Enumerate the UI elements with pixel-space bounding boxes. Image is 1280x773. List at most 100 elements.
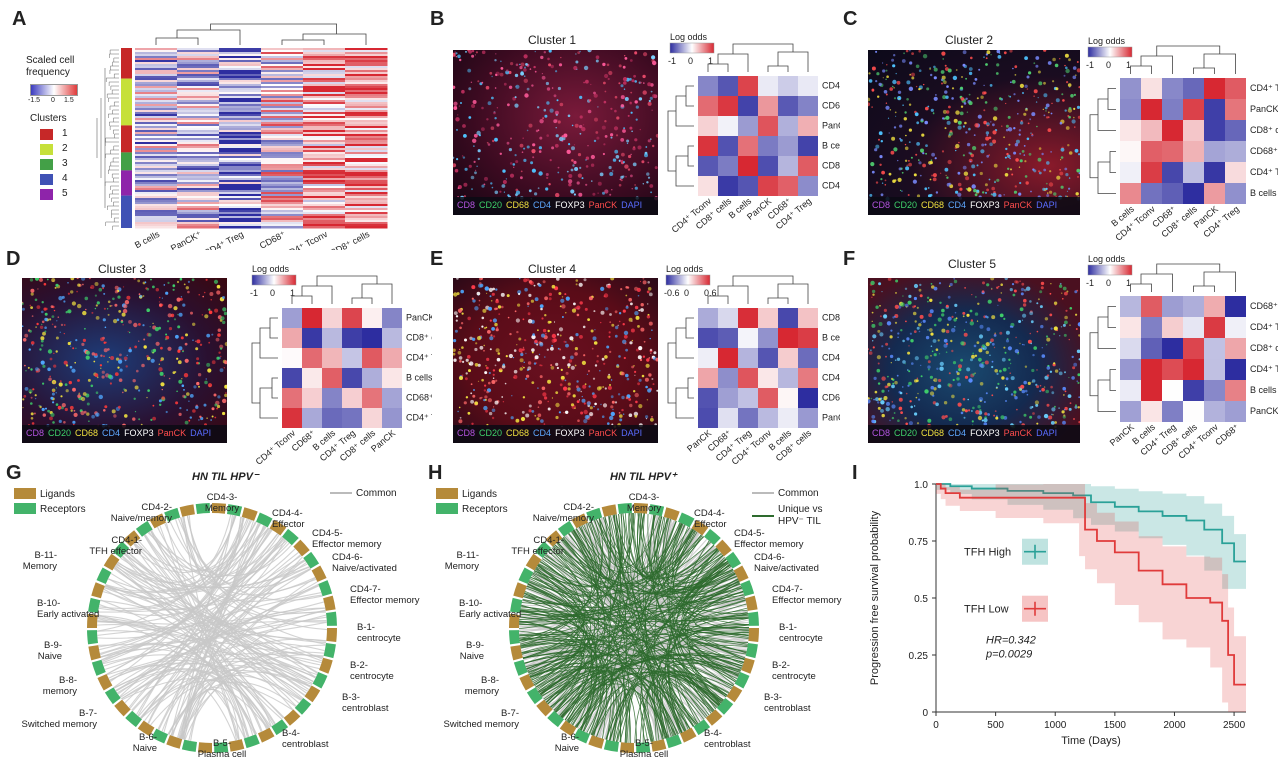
stain-label-cd8: CD8	[457, 428, 476, 438]
node-label-8-id: B-2-	[772, 660, 790, 671]
node-label-2-name: Memory	[627, 503, 662, 514]
log-odds-tick-1: 0	[684, 288, 689, 298]
tissue-texture	[453, 50, 658, 201]
ring-segment	[103, 553, 120, 571]
node-label-15-name: Naive	[460, 651, 484, 662]
ligands-swatch	[14, 488, 36, 499]
stain-label-panck: PanCK	[1003, 428, 1033, 438]
node-label-16-name: Early activated	[459, 609, 521, 620]
row-label-1: PanCK	[1250, 104, 1278, 114]
log-odds-label: Log odds	[1088, 254, 1126, 264]
ring-segment	[212, 503, 227, 514]
node-label-0-id: CD4-1-	[533, 535, 564, 546]
node-label-14-id: B-8-	[59, 675, 77, 686]
row-dendrogram	[1089, 88, 1116, 194]
stain-label-cd20: CD20	[479, 428, 503, 438]
node-label-14-id: B-8-	[481, 675, 499, 686]
ring-segment	[518, 567, 534, 584]
x-tick-label-2: 1000	[1044, 720, 1067, 731]
panel-g-circos: Ligands Receptors Common CD4-1-TFH effector…	[14, 488, 420, 760]
stain-label-panck: PanCK	[588, 428, 618, 438]
log-odds-tick-2: 1	[1126, 60, 1131, 70]
ring-segment	[509, 613, 520, 628]
row-label-0: CD68⁺	[1250, 301, 1278, 311]
ring-segment	[304, 685, 321, 703]
node-label-10-id: B-4-	[282, 728, 300, 739]
col-label-5: CD68⁺	[1213, 422, 1241, 448]
ring-segment	[197, 742, 212, 753]
ring-segment	[151, 728, 168, 744]
column-dendrogram	[707, 275, 809, 304]
node-label-16-id: B-10-	[459, 598, 482, 609]
ring-segment	[269, 519, 287, 536]
ring-segment	[619, 742, 634, 753]
node-label-3-id: CD4-4-	[272, 508, 303, 519]
row-label-1: B cells	[822, 332, 840, 342]
ring-segment	[733, 565, 749, 583]
y-axis-title: Progression free survival probability	[869, 510, 881, 685]
scaled-freq-legend-title: Scaled cell frequency	[26, 55, 75, 78]
cluster2-title: Cluster 2	[945, 33, 994, 47]
ring-segment	[271, 719, 289, 736]
stain-label-cd68: CD68	[506, 428, 530, 438]
cluster-swatch-3	[40, 159, 53, 170]
x-axis-title: Time (Days)	[1061, 735, 1120, 747]
ring-segment	[227, 504, 243, 517]
column-label-3: CD68⁺	[258, 229, 287, 250]
ring-segment	[557, 520, 575, 537]
ring-segment	[87, 613, 98, 628]
node-label-5-id: CD4-6-	[754, 552, 785, 563]
node-label-13-id: B-7-	[79, 708, 97, 719]
ring-segment	[135, 520, 153, 537]
tfh-high-marker	[1024, 544, 1046, 559]
cluster5-logodds-heatmap: Log odds -1 0 1 CD68⁺ CD4⁺ Tconv CD8⁺ cells CD4…	[1086, 254, 1278, 461]
ring-segment	[704, 528, 721, 546]
log-odds-tick-2: 1	[708, 56, 713, 66]
ring-segment	[519, 673, 535, 691]
node-label-6-id: CD4-7-	[350, 584, 381, 595]
log-odds-colorbar	[251, 274, 297, 286]
ring-segment	[311, 565, 327, 583]
node-label-1-id: CD4-2-	[141, 502, 172, 513]
log-odds-tick-1: 0	[1106, 60, 1111, 70]
panel-label-d: D	[6, 248, 21, 270]
common-label: Common	[778, 488, 819, 499]
row-label-2: CD4⁺ Treg	[406, 352, 432, 362]
col-label-0: PanCK	[1108, 422, 1136, 448]
ring-segment	[663, 507, 680, 521]
ring-segment	[164, 507, 181, 522]
node-label-0-name: TFH effector	[89, 546, 142, 557]
ring-segment	[705, 709, 723, 726]
stain-label-cd4: CD4	[948, 200, 967, 210]
node-label-14-name: memory	[43, 686, 78, 697]
cluster-swatch-1	[40, 129, 53, 140]
stain-label-foxp3: FOXP3	[124, 428, 154, 438]
y-tick-label-3: 0.75	[909, 537, 929, 548]
ring-segment	[545, 530, 563, 547]
scaled-freq-cells	[135, 48, 388, 229]
stain-label-cd20: CD20	[479, 200, 503, 210]
node-label-12-id: B-6-	[561, 732, 579, 743]
ring-segment	[88, 597, 101, 613]
ci-band-0	[936, 484, 1246, 589]
panel-label-c: C	[843, 8, 858, 30]
ring-segment	[257, 727, 275, 743]
log-odds-cells	[1120, 296, 1246, 422]
log-odds-tick-1: 0	[1106, 278, 1111, 288]
ring-segment	[241, 507, 258, 521]
tfh-low-marker	[1024, 601, 1046, 616]
ring-segment	[741, 657, 755, 674]
ring-segment	[87, 630, 98, 645]
node-label-3-name: Effector	[694, 519, 727, 530]
stain-label-foxp3: FOXP3	[970, 200, 1000, 210]
cluster-annotation-bar	[121, 125, 132, 153]
survival-curve-0	[936, 483, 1246, 563]
ring-segment	[513, 582, 527, 599]
cluster2-logodds-heatmap: Log odds -1 0 1 CD4⁺ Treg PanCK CD8⁺ cells CD68…	[1086, 36, 1278, 243]
cluster4-logodds-heatmap: Log odds -0.6 0 0.6 CD8⁺ cells B cells CD4⁺ Tc…	[664, 264, 840, 467]
log-odds-tick-1: 0	[270, 288, 275, 298]
ring-segment	[326, 628, 337, 643]
cluster5-title: Cluster 5	[948, 257, 997, 271]
ligands-label: Ligands	[40, 489, 75, 500]
row-label-1: CD4⁺ Tconv	[1250, 322, 1278, 332]
